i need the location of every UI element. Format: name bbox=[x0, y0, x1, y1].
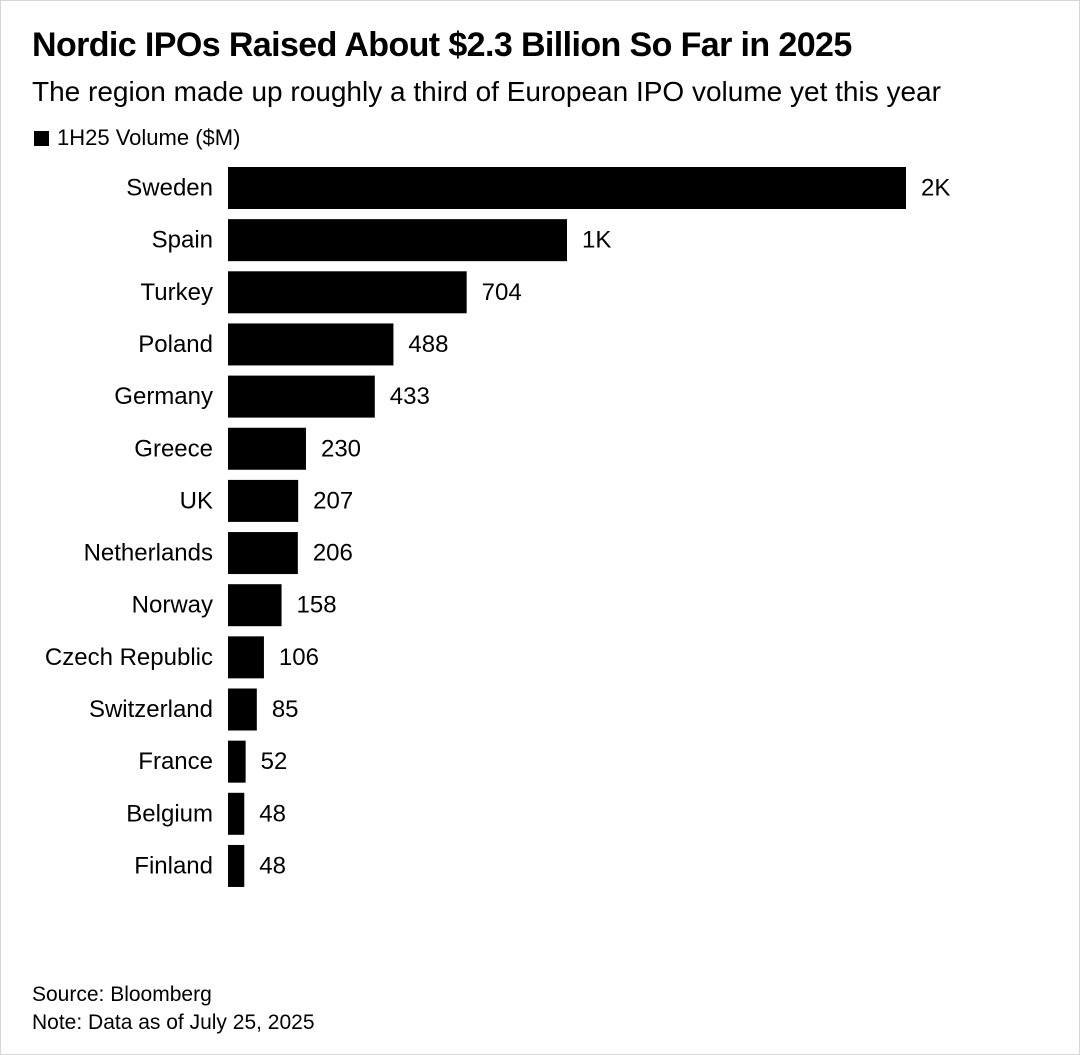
category-label: Poland bbox=[138, 331, 213, 358]
source-note: Source: Bloomberg bbox=[32, 983, 212, 1006]
bar-belgium bbox=[228, 792, 245, 835]
category-label: Norway bbox=[132, 592, 213, 619]
bar-turkey bbox=[228, 271, 467, 314]
category-label: Netherlands bbox=[84, 540, 213, 567]
legend-swatch bbox=[34, 130, 49, 146]
data-label: 48 bbox=[259, 800, 286, 827]
bar-france bbox=[228, 740, 246, 783]
bar-switzerland bbox=[228, 688, 257, 731]
category-label: Greece bbox=[134, 435, 213, 462]
category-label: Turkey bbox=[141, 279, 213, 306]
category-label: Belgium bbox=[126, 800, 213, 827]
bar-netherlands bbox=[228, 532, 298, 575]
data-label: 1K bbox=[582, 227, 611, 254]
category-label: Switzerland bbox=[89, 696, 213, 723]
category-label: Germany bbox=[114, 383, 213, 410]
bar-uk bbox=[228, 479, 299, 522]
data-label: 2K bbox=[921, 175, 950, 202]
data-label: 230 bbox=[321, 435, 361, 462]
bar-norway bbox=[228, 584, 282, 627]
data-note: Note: Data as of July 25, 2025 bbox=[32, 1011, 315, 1034]
bar-chart: Sweden 2K Spain 1K Turkey 704 Poland 488 Germany… bbox=[45, 167, 950, 887]
data-label: 52 bbox=[261, 748, 288, 775]
data-label: 433 bbox=[390, 383, 430, 410]
data-label: 85 bbox=[272, 696, 299, 723]
data-label: 206 bbox=[313, 540, 353, 567]
category-label: Finland bbox=[134, 852, 213, 879]
bar-czech-republic bbox=[228, 636, 264, 679]
category-label: France bbox=[138, 748, 213, 775]
bar-spain bbox=[228, 219, 567, 262]
legend: 1H25 Volume ($M) bbox=[34, 125, 240, 151]
bar-finland bbox=[228, 844, 245, 887]
bar-sweden bbox=[228, 167, 906, 209]
category-label: UK bbox=[180, 487, 213, 514]
chart-subtitle: The region made up roughly a third of Eu… bbox=[32, 76, 941, 107]
category-label: Czech Republic bbox=[45, 644, 213, 671]
data-label: 704 bbox=[482, 279, 522, 306]
data-label: 488 bbox=[408, 331, 448, 358]
data-label: 158 bbox=[297, 592, 337, 619]
data-label: 48 bbox=[259, 852, 286, 879]
bar-greece bbox=[228, 427, 306, 470]
bar-germany bbox=[228, 375, 375, 418]
data-label: 106 bbox=[279, 644, 319, 671]
category-label: Sweden bbox=[126, 175, 213, 202]
category-label: Spain bbox=[152, 227, 213, 254]
bar-poland bbox=[228, 323, 394, 366]
chart-title: Nordic IPOs Raised About $2.3 Billion So… bbox=[32, 26, 852, 64]
data-label: 207 bbox=[313, 487, 353, 514]
legend-label: 1H25 Volume ($M) bbox=[57, 125, 241, 150]
